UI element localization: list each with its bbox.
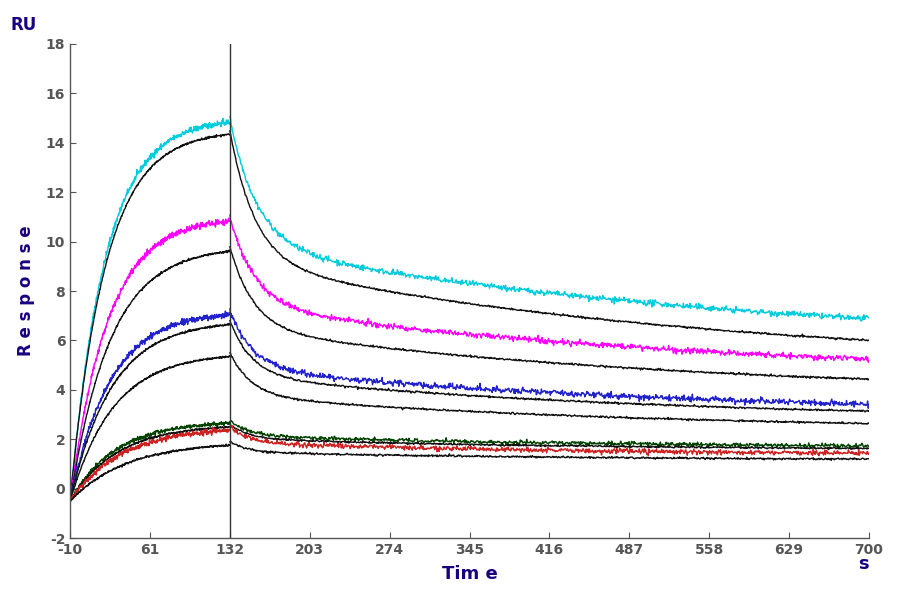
Text: RU: RU bbox=[10, 16, 37, 34]
Y-axis label: R e s p o n s e: R e s p o n s e bbox=[17, 226, 35, 356]
X-axis label: Tim e: Tim e bbox=[442, 565, 498, 583]
Text: s: s bbox=[858, 555, 868, 573]
